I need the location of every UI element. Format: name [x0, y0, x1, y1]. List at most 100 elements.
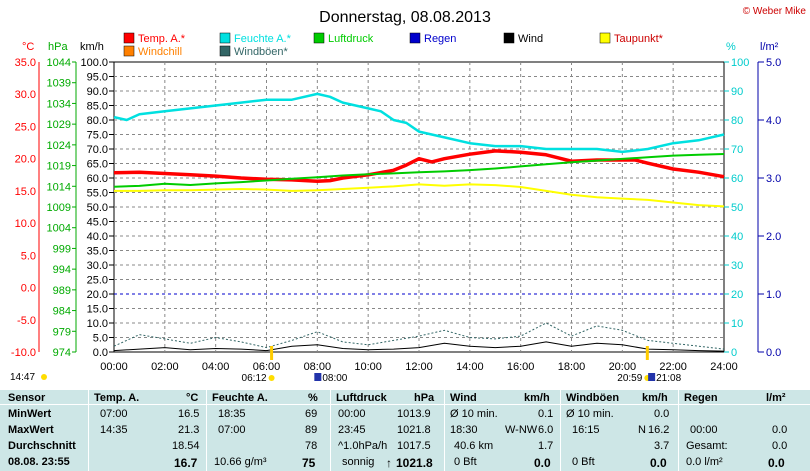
rain-axis-label: l/m² [760, 41, 779, 53]
hdr-temp: Temp. A. [94, 392, 140, 404]
legend-swatch [503, 32, 515, 44]
min-press-time: 00:00 [338, 408, 366, 420]
copyright: © Weber Mike [743, 6, 807, 17]
kmh-axis-label: km/h [80, 41, 104, 53]
cur-temp: 16.7 [174, 456, 198, 470]
hpa-tick-label: 1039 [47, 78, 71, 90]
max-rain: 0.0 [772, 424, 788, 436]
avg-press: 1017.5 [397, 440, 431, 452]
kmh-tick-label: 5.0 [93, 333, 108, 345]
percent-tick-label: 10 [731, 318, 743, 330]
kmh-tick-label: 55.0 [87, 188, 108, 200]
max-gust-time: 16:15 [572, 424, 600, 436]
percent-tick-label: 100 [731, 57, 749, 69]
hpa-tick-label: 1034 [47, 98, 71, 110]
legend-swatch [123, 32, 135, 44]
legend-label: Windböen* [234, 46, 289, 58]
percent-tick-label: 40 [731, 231, 743, 243]
min-wind: 0.1 [538, 408, 554, 420]
hpa-tick-label: 974 [53, 347, 71, 359]
row-max-label: MaxWert [8, 424, 54, 436]
legend-label: Temp. A.* [138, 33, 186, 45]
avg-temp: 18.54 [172, 440, 200, 452]
kmh-tick-label: 25.0 [87, 275, 108, 287]
celsius-tick-label: 5.0 [21, 250, 36, 262]
percent-tick-label: 90 [731, 86, 743, 98]
rain-tick-label: 4.0 [766, 115, 781, 127]
celsius-tick-label: -10.0 [11, 347, 36, 359]
kmh-tick-label: 75.0 [87, 130, 108, 142]
series-line-windb-en [113, 322, 725, 350]
hpa-tick-label: 999 [53, 243, 71, 255]
max-press: 1021.8 [397, 424, 431, 436]
percent-tick-label: 80 [731, 115, 743, 127]
legend-label: Wind [518, 33, 543, 45]
legend-label: Luftdruck [328, 33, 374, 45]
kmh-tick-label: 0.0 [93, 347, 108, 359]
row-min-label: MinWert [8, 408, 52, 420]
chart-grid [113, 61, 725, 353]
hdr-press-unit: hPa [414, 392, 435, 404]
percent-tick-label: 70 [731, 144, 743, 156]
moon2-label: 21:08 [656, 373, 681, 384]
kmh-tick-label: 35.0 [87, 246, 108, 258]
percent-tick-label: 30 [731, 260, 743, 272]
hdr-rain: Regen [684, 392, 718, 404]
kmh-tick-label: 85.0 [87, 101, 108, 113]
celsius-tick-label: -5.0 [17, 315, 36, 327]
legend-label: Feuchte A.* [234, 33, 292, 45]
series-line-luftdruck [113, 153, 725, 188]
legend-label: Taupunkt* [614, 33, 664, 45]
x-tick-label: 14:00 [456, 361, 484, 373]
rain-tick-label: 0.0 [766, 347, 781, 359]
kmh-tick-label: 50.0 [87, 202, 108, 214]
x-tick-label: 08:00 [304, 361, 332, 373]
hdr-wind: Wind [450, 392, 477, 404]
kmh-tick-label: 80.0 [87, 115, 108, 127]
hpa-tick-label: 989 [53, 285, 71, 297]
cur-gust-bft: 0 Bft [572, 456, 595, 468]
min-wind-time: Ø 10 min. [450, 408, 498, 420]
x-tick-label: 16:00 [507, 361, 535, 373]
moon2-moon-icon [648, 373, 656, 381]
hpa-tick-label: 1009 [47, 202, 71, 214]
hpa-tick-label: 1019 [47, 161, 71, 173]
rain-tick-label: 3.0 [766, 173, 781, 185]
series-line-taupunkt [114, 183, 725, 208]
legend: Temp. A.* Feuchte A.* Luftdruck Regen Wind Ta… [123, 32, 664, 58]
hpa-axis-label: hPa [48, 41, 68, 53]
cur-press-arrow: ↑ [386, 456, 392, 470]
kmh-tick-label: 10.0 [87, 318, 108, 330]
max-hum: 89 [305, 424, 318, 436]
stats-table: Sensor Temp. A. °C Feuchte A. % Luftdruc… [0, 390, 810, 471]
hdr-hum: Feuchte A. [212, 392, 268, 404]
x-tick-label: 06:00 [253, 361, 281, 373]
hdr-wind-unit: km/h [524, 392, 550, 404]
rain-tick-label: 1.0 [766, 289, 781, 301]
hpa-tick-label: 1044 [47, 57, 71, 69]
hpa-tick-label: 1014 [47, 181, 71, 193]
series-line-wind [113, 341, 725, 352]
kmh-tick-label: 15.0 [87, 304, 108, 316]
x-tick-label: 02:00 [151, 361, 179, 373]
avg-gust: 3.7 [654, 440, 670, 452]
left-time-sun-icon [41, 374, 47, 380]
chart-title: Donnerstag, 08.08.2013 [319, 9, 491, 26]
kmh-tick-label: 65.0 [87, 159, 108, 171]
hdr-sensor: Sensor [8, 392, 46, 404]
max-wind: 6.0 [538, 424, 554, 436]
max-temp-time: 14:35 [100, 424, 128, 436]
min-temp-time: 07:00 [100, 408, 128, 420]
kmh-tick-label: 100.0 [80, 57, 108, 69]
max-gust: 16.2 [648, 424, 670, 436]
celsius-axis-label: °C [22, 41, 34, 53]
sunrise-icon [268, 375, 275, 381]
legend-swatch [123, 45, 135, 57]
x-axis: 00:00 02:00 04:00 06:00 08:00 10:00 12:00 14:00… [100, 361, 738, 373]
x-tick-label: 20:00 [609, 361, 637, 373]
hdr-gust-unit: km/h [642, 392, 668, 404]
avg-press-trend: ^1.0hPa/h [338, 440, 388, 452]
sunrise-label: 06:12 [242, 373, 267, 384]
hdr-rain-unit: l/m² [766, 392, 786, 404]
cur-abs-hum: 10.66 g/m³ [214, 456, 267, 468]
